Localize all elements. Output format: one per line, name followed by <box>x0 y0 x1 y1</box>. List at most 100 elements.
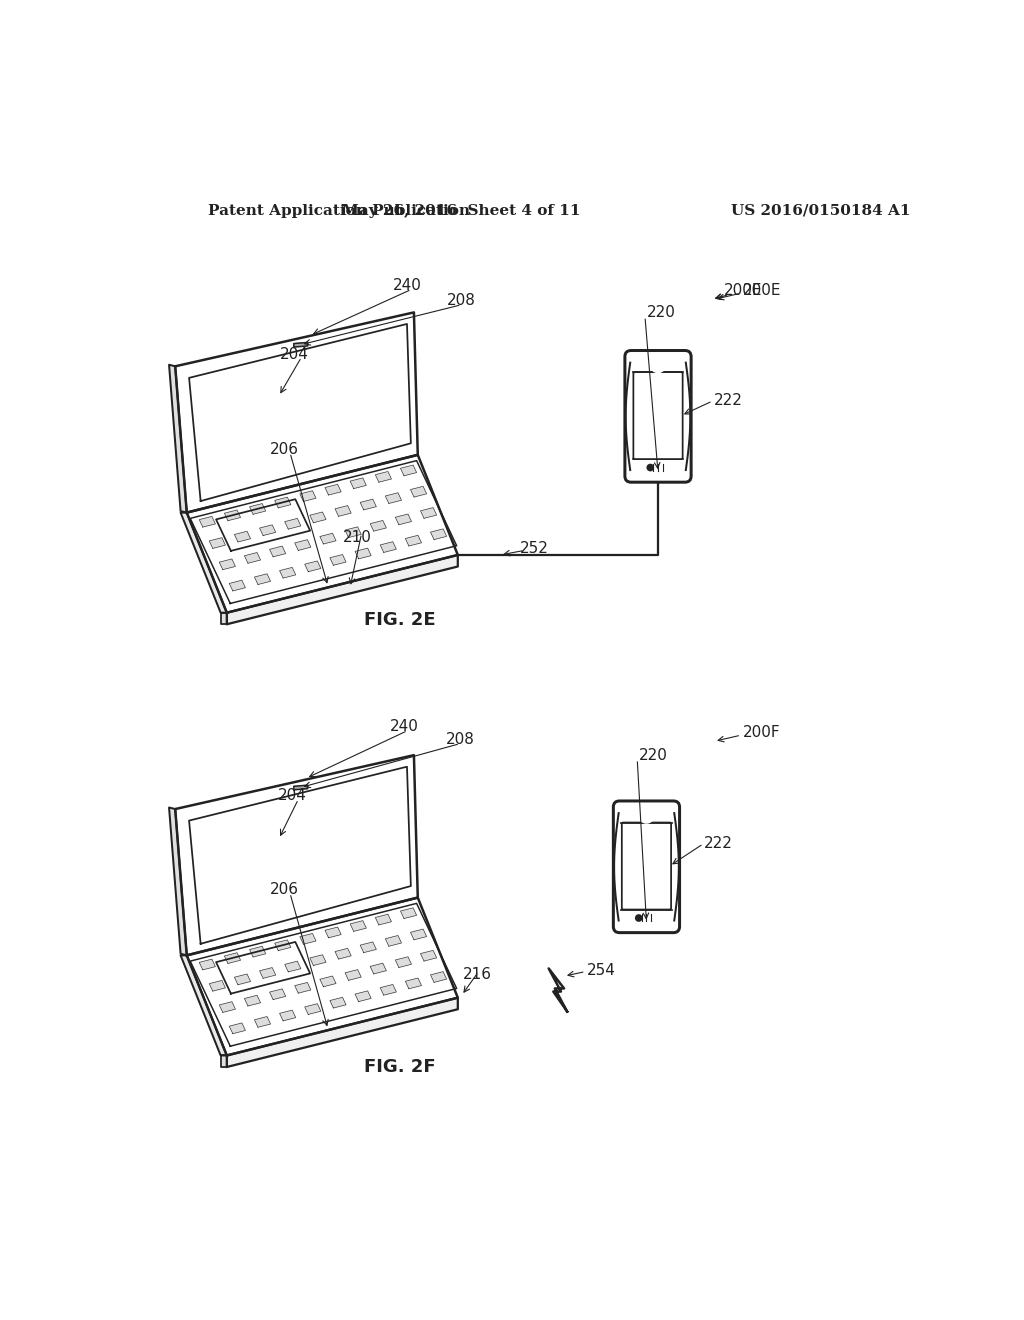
Polygon shape <box>169 808 186 956</box>
Text: 208: 208 <box>447 293 476 309</box>
Polygon shape <box>360 499 376 510</box>
Polygon shape <box>295 540 311 550</box>
Text: 200E: 200E <box>742 284 781 298</box>
Polygon shape <box>189 767 411 944</box>
Polygon shape <box>186 455 458 612</box>
Text: Patent Application Publication: Patent Application Publication <box>208 203 470 218</box>
Text: FIG. 2E: FIG. 2E <box>365 611 436 630</box>
Polygon shape <box>180 512 226 612</box>
Text: 220: 220 <box>639 747 668 763</box>
Text: 200F: 200F <box>742 725 780 739</box>
Text: 240: 240 <box>389 719 419 734</box>
Polygon shape <box>224 953 241 964</box>
FancyBboxPatch shape <box>622 822 671 909</box>
Polygon shape <box>325 484 341 495</box>
Polygon shape <box>274 940 291 950</box>
Polygon shape <box>234 974 251 985</box>
Polygon shape <box>255 1016 270 1027</box>
Polygon shape <box>411 929 427 940</box>
Circle shape <box>640 809 653 822</box>
Polygon shape <box>319 975 336 987</box>
FancyBboxPatch shape <box>634 372 683 459</box>
Polygon shape <box>295 982 311 993</box>
Polygon shape <box>294 785 307 789</box>
Text: 206: 206 <box>270 442 299 457</box>
Text: 220: 220 <box>646 305 676 319</box>
Polygon shape <box>209 981 225 991</box>
Polygon shape <box>300 933 316 944</box>
Circle shape <box>646 463 654 471</box>
Polygon shape <box>355 991 371 1002</box>
Polygon shape <box>285 519 301 529</box>
Circle shape <box>635 915 643 921</box>
Polygon shape <box>209 537 225 548</box>
Polygon shape <box>269 546 286 557</box>
Polygon shape <box>395 957 412 968</box>
Polygon shape <box>245 553 260 564</box>
Polygon shape <box>294 342 307 347</box>
Polygon shape <box>350 478 367 488</box>
Polygon shape <box>335 948 351 960</box>
Polygon shape <box>280 568 296 578</box>
Polygon shape <box>186 898 458 1056</box>
Polygon shape <box>180 956 226 1056</box>
Polygon shape <box>350 920 367 932</box>
Text: 240: 240 <box>393 279 422 293</box>
Polygon shape <box>325 927 341 937</box>
Polygon shape <box>330 998 346 1008</box>
FancyBboxPatch shape <box>625 351 691 482</box>
Text: 254: 254 <box>587 964 616 978</box>
Text: 208: 208 <box>445 733 474 747</box>
Polygon shape <box>421 508 436 519</box>
Text: 222: 222 <box>705 836 733 851</box>
Polygon shape <box>549 969 567 1011</box>
FancyBboxPatch shape <box>613 801 680 933</box>
Polygon shape <box>395 513 412 525</box>
Polygon shape <box>380 541 396 552</box>
Polygon shape <box>250 946 265 957</box>
Polygon shape <box>220 1056 226 1067</box>
Polygon shape <box>385 492 401 503</box>
Polygon shape <box>260 525 275 536</box>
Polygon shape <box>255 574 270 585</box>
Text: 222: 222 <box>714 393 742 408</box>
Polygon shape <box>310 954 326 965</box>
Polygon shape <box>260 968 275 978</box>
Polygon shape <box>245 995 260 1006</box>
Polygon shape <box>360 942 376 953</box>
Polygon shape <box>229 581 246 591</box>
Polygon shape <box>310 512 326 523</box>
Polygon shape <box>406 536 422 546</box>
Polygon shape <box>430 529 446 540</box>
Polygon shape <box>175 313 418 512</box>
Polygon shape <box>411 486 427 498</box>
Polygon shape <box>175 755 418 956</box>
Polygon shape <box>200 960 215 970</box>
Polygon shape <box>189 323 411 502</box>
Polygon shape <box>224 510 241 520</box>
Polygon shape <box>200 516 215 527</box>
Polygon shape <box>219 1002 236 1012</box>
Polygon shape <box>305 1003 321 1014</box>
Polygon shape <box>305 561 321 572</box>
Polygon shape <box>285 961 301 972</box>
Polygon shape <box>250 504 265 515</box>
Text: 252: 252 <box>520 541 549 556</box>
Polygon shape <box>229 1023 246 1034</box>
Text: US 2016/0150184 A1: US 2016/0150184 A1 <box>731 203 910 218</box>
Polygon shape <box>219 558 236 570</box>
Polygon shape <box>400 465 417 475</box>
Polygon shape <box>371 964 386 974</box>
Text: 204: 204 <box>281 347 309 362</box>
Polygon shape <box>371 520 386 531</box>
Polygon shape <box>226 554 458 624</box>
Polygon shape <box>376 471 391 482</box>
Polygon shape <box>220 612 226 624</box>
Polygon shape <box>385 936 401 946</box>
Polygon shape <box>234 531 251 543</box>
Polygon shape <box>406 978 422 989</box>
Polygon shape <box>345 527 361 537</box>
Polygon shape <box>345 970 361 981</box>
Polygon shape <box>380 985 396 995</box>
Text: 200E: 200E <box>724 284 762 298</box>
